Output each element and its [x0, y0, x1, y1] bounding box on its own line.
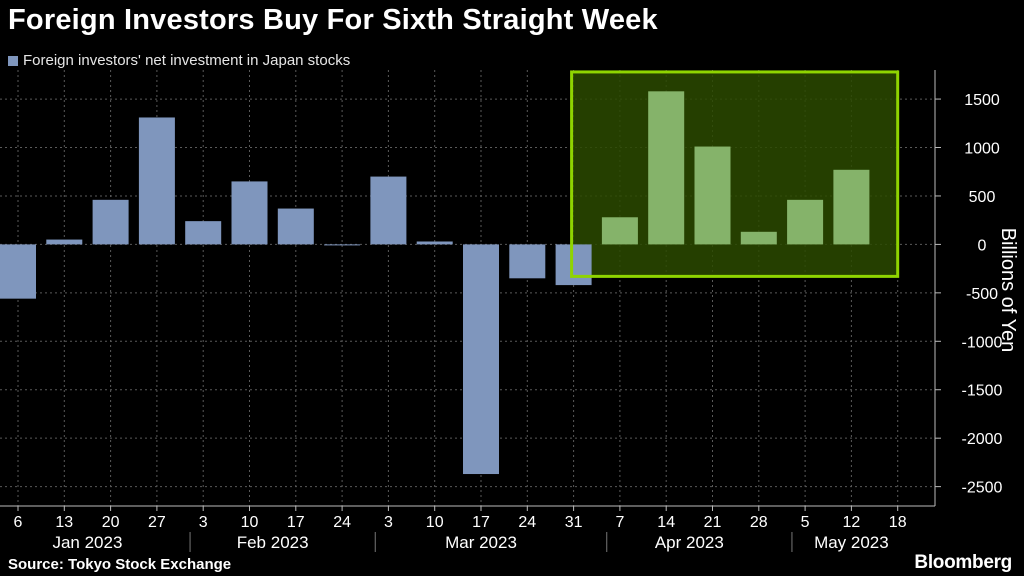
bar	[648, 91, 685, 245]
x-tick-label: 21	[704, 514, 722, 531]
month-label: Apr 2023	[655, 533, 724, 552]
x-tick-label: 6	[14, 514, 23, 531]
bar	[46, 239, 83, 245]
x-tick-label: 7	[615, 514, 624, 531]
bar	[555, 244, 592, 286]
legend: Foreign investors' net investment in Jap…	[8, 52, 350, 69]
y-tick-label: 500	[969, 189, 996, 206]
y-tick-label: -2000	[962, 431, 1003, 448]
bar	[463, 244, 499, 475]
bar	[324, 244, 361, 246]
bar	[416, 241, 453, 245]
x-tick-label: 18	[889, 514, 907, 531]
y-tick-label: -1500	[962, 383, 1003, 400]
source-note: Source: Tokyo Stock Exchange	[8, 556, 232, 573]
bar	[694, 146, 731, 245]
bar	[370, 176, 407, 245]
bar	[740, 231, 777, 245]
x-tick-label: 28	[750, 514, 768, 531]
bloomberg-logo: Bloomberg	[914, 552, 1012, 573]
x-tick-label: 17	[287, 514, 305, 531]
month-label: Feb 2023	[237, 533, 309, 552]
x-tick-label: 3	[199, 514, 208, 531]
bar	[787, 199, 824, 245]
y-tick-label: -2500	[962, 480, 1003, 497]
x-tick-label: 27	[148, 514, 166, 531]
month-label: May 2023	[814, 533, 889, 552]
y-tick-label: 1000	[964, 141, 1000, 158]
bar	[509, 244, 546, 279]
x-tick-label: 10	[241, 514, 259, 531]
month-label: Jan 2023	[52, 533, 122, 552]
highlight-box-border	[570, 70, 900, 278]
bar	[92, 199, 129, 245]
x-tick-label: 31	[565, 514, 583, 531]
y-tick-label: -1000	[962, 334, 1003, 351]
bar	[601, 217, 638, 245]
y-tick-label: 1500	[964, 92, 1000, 109]
y-tick-label: 0	[978, 237, 987, 254]
x-tick-label: 20	[102, 514, 120, 531]
chart-title: Foreign Investors Buy For Sixth Straight…	[8, 4, 658, 36]
bar	[231, 181, 268, 245]
bar	[833, 169, 870, 245]
x-tick-label: 17	[472, 514, 490, 531]
bar	[185, 221, 222, 245]
x-tick-label: 24	[333, 514, 351, 531]
bar	[138, 117, 175, 245]
x-tick-label: 24	[518, 514, 536, 531]
x-tick-label: 14	[657, 514, 675, 531]
x-tick-label: 13	[55, 514, 73, 531]
x-tick-label: 10	[426, 514, 444, 531]
x-tick-label: 5	[801, 514, 810, 531]
x-tick-label: 12	[843, 514, 861, 531]
bar	[0, 244, 36, 299]
bar	[277, 208, 314, 245]
month-label: Mar 2023	[445, 533, 517, 552]
y-tick-label: -500	[966, 286, 998, 303]
x-tick-label: 3	[384, 514, 393, 531]
y-axis-title: Billions of Yen	[997, 228, 1019, 353]
legend-swatch	[8, 55, 18, 66]
legend-label: Foreign investors' net investment in Jap…	[23, 52, 351, 69]
